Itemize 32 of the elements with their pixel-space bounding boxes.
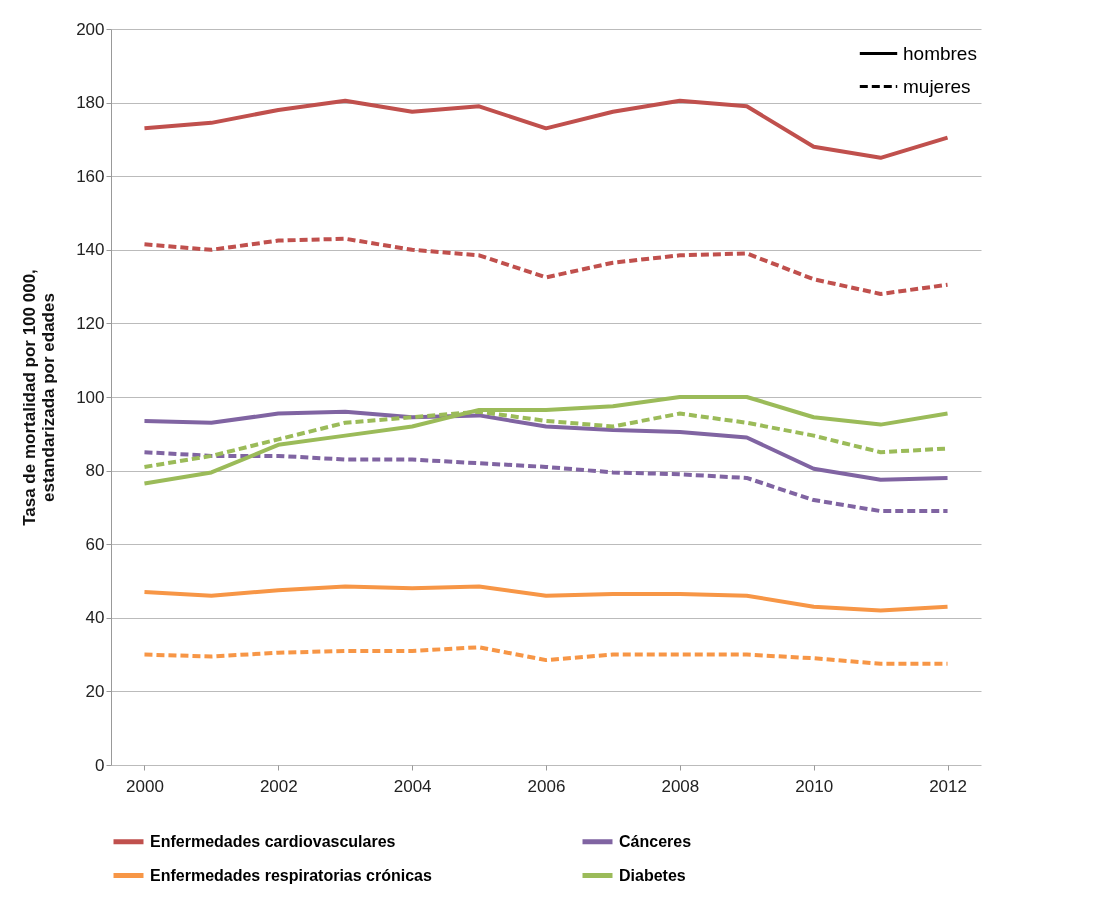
x-tick-label: 2006: [527, 776, 566, 796]
legend-label: Enfermedades respiratorias crónicas: [150, 866, 433, 884]
y-tick-label: 40: [85, 608, 105, 628]
y-tick-label: 120: [76, 313, 105, 333]
line-series: [142, 645, 950, 666]
line-series: [142, 409, 950, 482]
y-tick-label: 0: [95, 755, 105, 775]
x-tick-label: 2012: [929, 776, 967, 796]
y-tick-label: 80: [85, 461, 105, 481]
y-tick-label: 200: [76, 19, 105, 39]
x-tick-label: 2000: [126, 776, 164, 796]
line-series: [142, 450, 950, 514]
line-series: [142, 98, 950, 160]
legend-label: Diabetes: [619, 866, 686, 884]
legend-label: Cánceres: [619, 832, 692, 850]
line-series: [142, 584, 950, 613]
legend-label: Enfermedades cardiovasculares: [150, 832, 396, 850]
x-tick-label: 2010: [795, 776, 834, 796]
line-series: [142, 395, 950, 486]
x-tick-label: 2004: [393, 776, 432, 796]
annotation: hombres: [903, 42, 977, 64]
y-tick-label: 60: [85, 534, 105, 554]
y-tick-label: 100: [76, 387, 105, 407]
y-tick-label: 140: [76, 240, 105, 260]
y-tick-label: 160: [76, 166, 105, 186]
y-tick-label: 180: [76, 93, 105, 113]
x-tick-label: 2008: [661, 776, 700, 796]
line-series: [142, 236, 950, 296]
y-axis-title: Tasa de mortalidad por 100 000, estandarizada por edades: [20, 269, 59, 526]
x-tick-label: 2002: [259, 776, 298, 796]
y-tick-label: 20: [85, 681, 105, 701]
annotation: mujeres: [903, 75, 971, 97]
